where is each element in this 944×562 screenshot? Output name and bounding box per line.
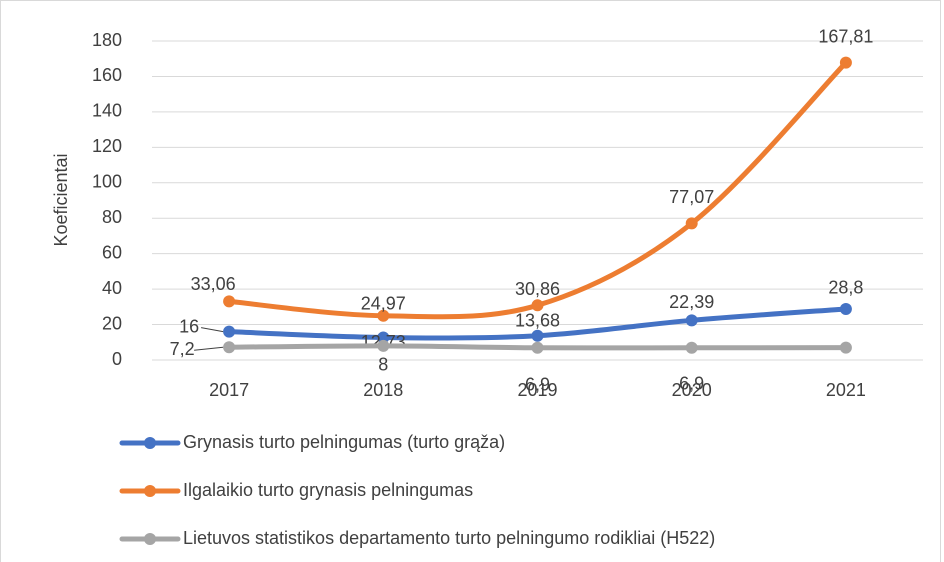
data-point [377, 309, 390, 322]
data-point [685, 217, 698, 230]
y-tick-label: 100 [92, 172, 122, 192]
y-tick-label: 60 [102, 242, 122, 262]
legend-label: Lietuvos statistikos departamento turto … [183, 528, 715, 548]
y-tick-label: 180 [92, 30, 122, 50]
data-point [223, 341, 236, 354]
leader-line [201, 327, 224, 333]
y-tick-label: 140 [92, 101, 122, 121]
data-label: 13,68 [515, 311, 560, 331]
data-label: 16 [179, 316, 199, 336]
data-point [531, 329, 544, 342]
y-axis-title: Koeficientai [51, 153, 71, 246]
y-tick-label: 40 [102, 278, 122, 298]
data-label: 7,2 [170, 339, 195, 359]
data-point [531, 299, 544, 312]
legend-marker [144, 485, 156, 497]
x-tick-label: 2018 [363, 380, 403, 400]
x-tick-label: 2020 [672, 380, 712, 400]
y-tick-label: 20 [102, 313, 122, 333]
y-tick-label: 120 [92, 136, 122, 156]
legend-label: Grynasis turto pelningumas (turto grąža) [183, 432, 505, 452]
data-label: 77,07 [669, 187, 714, 207]
y-tick-label: 80 [102, 207, 122, 227]
data-point [839, 56, 852, 69]
x-tick-label: 2021 [826, 380, 866, 400]
legend-marker [144, 437, 156, 449]
x-tick-label: 2019 [517, 380, 557, 400]
x-tick-label: 2017 [209, 380, 249, 400]
y-tick-label: 160 [92, 65, 122, 85]
data-point [839, 341, 852, 354]
data-label: 6,9 [679, 374, 704, 394]
data-point [223, 325, 236, 338]
data-label: 33,06 [191, 274, 236, 294]
leader-line [194, 346, 224, 351]
data-point [531, 341, 544, 354]
data-label: 8 [378, 355, 388, 375]
data-point [685, 314, 698, 327]
y-tick-label: 0 [112, 349, 122, 369]
data-point [377, 331, 390, 344]
data-point [839, 302, 852, 315]
data-label: 30,86 [515, 279, 560, 299]
legend-marker [144, 533, 156, 545]
legend-label: Ilgalaikio turto grynasis pelningumas [183, 480, 473, 500]
data-label: 6,9 [525, 375, 550, 395]
data-label: 28,8 [828, 278, 863, 298]
data-point [223, 295, 236, 308]
data-label: 22,39 [669, 292, 714, 312]
data-label: 24,97 [361, 293, 406, 313]
data-point [685, 341, 698, 354]
data-label: 167,81 [818, 26, 873, 46]
data-point [377, 339, 390, 352]
